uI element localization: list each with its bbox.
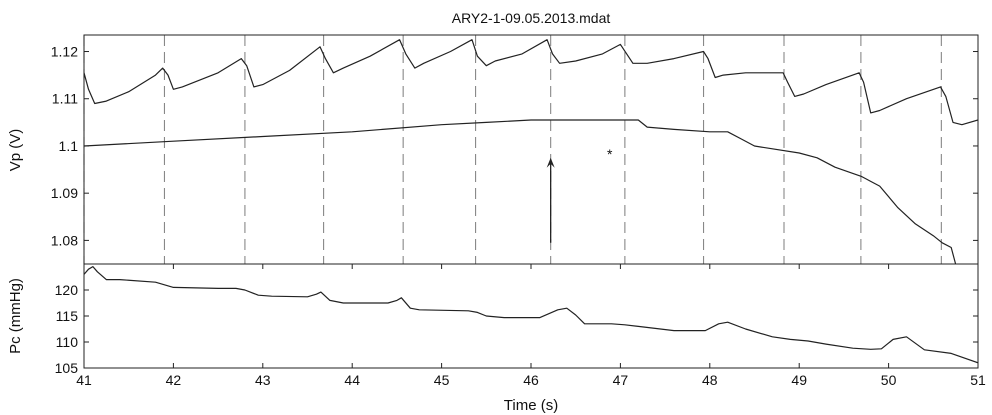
x-tick-label: 51 <box>970 372 986 388</box>
y-tick-label: 105 <box>55 360 79 376</box>
annotation-arrow-head <box>546 157 555 168</box>
y-tick-label: 1.12 <box>51 44 78 60</box>
x-tick-label: 43 <box>255 372 271 388</box>
series-line <box>84 119 957 264</box>
bottom-y-ticks: 105 110 115 120 <box>55 282 978 376</box>
x-tick-label: 50 <box>881 372 897 388</box>
x-tick-label: 47 <box>613 372 629 388</box>
bottom-panel: 105 110 115 120 41 42 43 44 45 46 47 48 49 50 51 Pc (… <box>7 263 986 388</box>
x-tick-label: 44 <box>344 372 360 388</box>
top-series-group <box>84 39 978 264</box>
x-tick-label: 49 <box>791 372 807 388</box>
x-tick-label: 42 <box>166 372 182 388</box>
top-y-ticks: 1.08 1.09 1.1 1.11 1.12 <box>51 44 978 248</box>
y-tick-label: 1.09 <box>51 185 78 201</box>
x-tick-label: 48 <box>702 372 718 388</box>
x-tick-label: 45 <box>434 372 450 388</box>
x-tick-label: 41 <box>76 372 92 388</box>
y-tick-label: 1.1 <box>59 138 79 154</box>
y-tick-label: 110 <box>56 334 79 350</box>
x-axis-label: Time (s) <box>504 397 558 414</box>
y-tick-label: 120 <box>55 282 79 298</box>
series-line <box>84 39 978 126</box>
bottom-series-group <box>84 266 978 364</box>
y-tick-label: 1.11 <box>52 91 78 107</box>
annotation-text: * <box>607 146 613 162</box>
bottom-y-axis-label: Pc (mmHg) <box>7 278 24 354</box>
top-y-axis-label: Vp (V) <box>7 129 24 172</box>
x-tick-label: 46 <box>523 372 539 388</box>
y-tick-label: 1.08 <box>51 232 78 248</box>
top-annotations: * <box>546 146 613 243</box>
bottom-x-ticks: 41 42 43 44 45 46 47 48 49 50 51 <box>76 264 986 388</box>
y-tick-label: 115 <box>56 308 79 324</box>
chart-title: ARY2-1-09.05.2013.mdat <box>452 10 611 26</box>
series-line <box>84 266 978 364</box>
